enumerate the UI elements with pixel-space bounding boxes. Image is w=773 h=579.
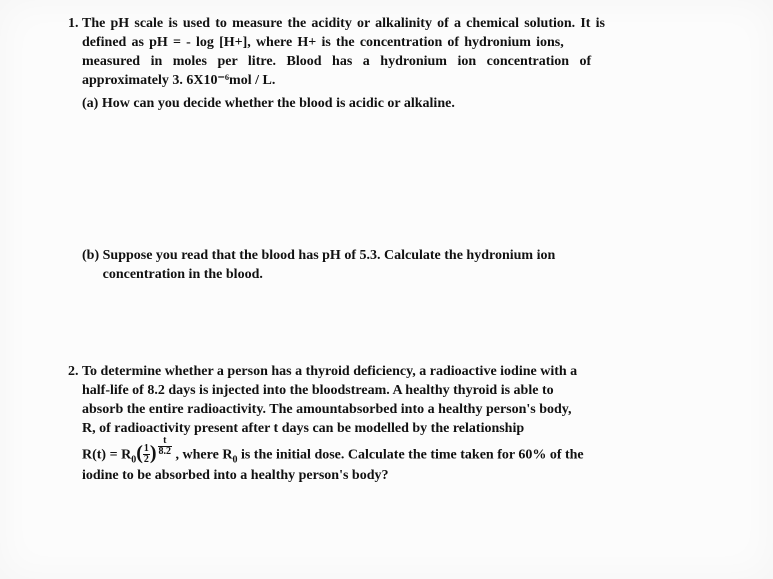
problem-2: To determine whether a person has a thyr… bbox=[82, 363, 723, 485]
workspace-gap-1b bbox=[82, 285, 723, 355]
half-fraction: 12 bbox=[143, 444, 150, 465]
q2-tail-line: iodine to be absorbed into a healthy per… bbox=[82, 467, 723, 486]
problem-list: The pH scale is used to measure the acid… bbox=[50, 15, 723, 486]
q2-formula-line: R(t) = R0(12)t8.2 , where R0 is the init… bbox=[82, 445, 723, 467]
q2-stem-l1: To determine whether a person has a thyr… bbox=[82, 363, 723, 382]
exp-den: 8.2 bbox=[158, 447, 173, 457]
rparen-icon: ) bbox=[150, 443, 157, 463]
problem-1: The pH scale is used to measure the acid… bbox=[82, 15, 723, 355]
q1-part-b: (b) Suppose you read that the blood has … bbox=[82, 247, 723, 285]
q2-stem-l2: half-life of 8.2 days is injected into t… bbox=[82, 382, 723, 401]
workspace-gap-1a bbox=[82, 113, 723, 243]
exponent-fraction: t8.2 bbox=[158, 437, 173, 458]
q1-part-a: (a) How can you decide whether the blood… bbox=[82, 95, 723, 114]
q2-formula-tail2: is the initial dose. Calculate the time … bbox=[237, 448, 583, 463]
q1-a-label: (a) bbox=[82, 96, 98, 111]
q1-b-line1: Suppose you read that the blood has pH o… bbox=[103, 248, 556, 263]
q1-stem-line2: defined as pH = - log [H+], where H+ is … bbox=[82, 34, 723, 53]
q2-stem-l3: absorb the entire radioactivity. The amo… bbox=[82, 401, 723, 420]
q1-stem-line1: The pH scale is used to measure the acid… bbox=[82, 15, 723, 34]
q1-a-text: How can you decide whether the blood is … bbox=[102, 96, 455, 111]
lparen-icon: ( bbox=[136, 443, 143, 463]
worksheet-page: The pH scale is used to measure the acid… bbox=[0, 0, 773, 579]
q1-b-label: (b) bbox=[82, 248, 99, 263]
frac-den: 2 bbox=[143, 455, 150, 465]
q2-stem-l4: R, of radioactivity present after t days… bbox=[82, 420, 723, 439]
q2-formula-tail1: , where R bbox=[172, 448, 232, 463]
q1-b-line2: concentration in the blood. bbox=[103, 267, 263, 282]
q2-formula-R: R(t) = R bbox=[82, 448, 131, 463]
q1-stem-line3: measured in moles per litre. Blood has a… bbox=[82, 53, 723, 72]
q1-stem-line4: approximately 3. 6X10⁻⁶mol / L. bbox=[82, 72, 723, 91]
